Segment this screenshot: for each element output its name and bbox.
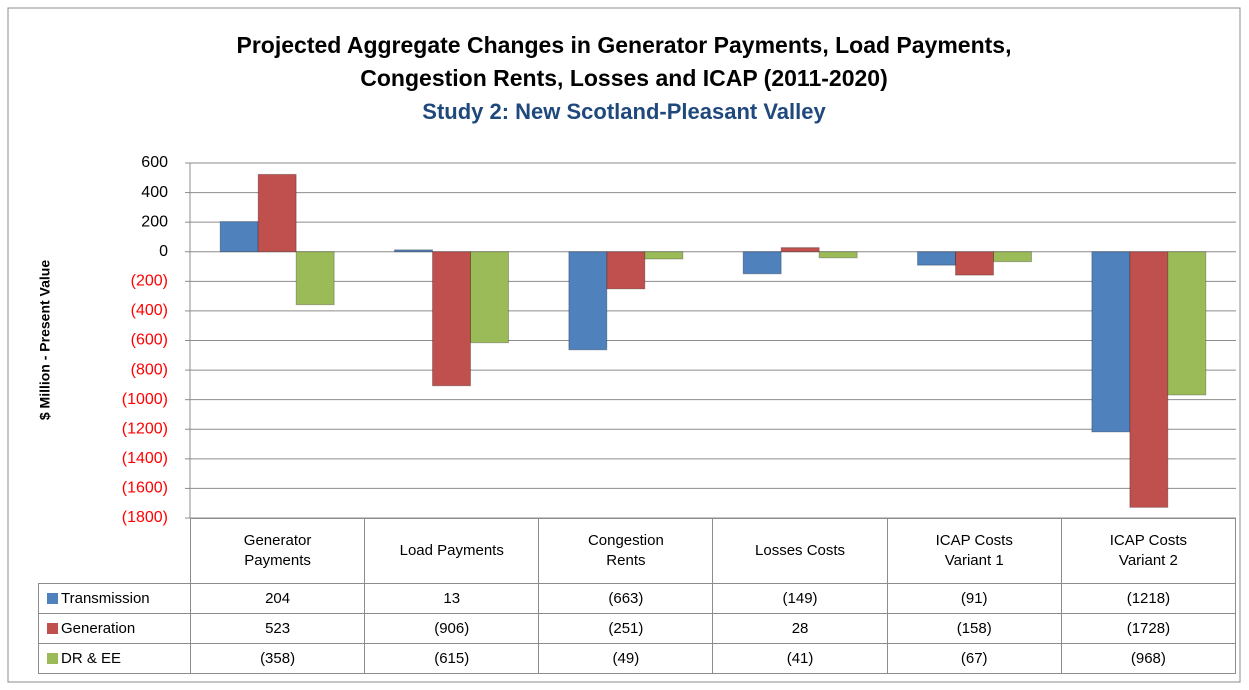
legend-swatch [47,593,58,604]
legend-entry: Transmission [38,583,191,614]
data-label: (41) [712,643,888,674]
data-label: (615) [364,643,540,674]
bar [742,251,782,275]
bar [295,251,335,306]
bar [1167,251,1207,396]
data-label: (158) [886,613,1062,644]
y-tick-label: (200) [131,273,168,290]
data-label: 204 [189,583,366,614]
x-tick-label: ICAP Costs Variant 2 [1060,518,1237,584]
legend-label: Transmission [61,590,150,607]
y-tick-label: (1400) [122,450,168,467]
header-row: Generator Payments Load Payments Congestio… [38,518,1237,584]
chart-title: Congestion Rents, Losses and ICAP (2011-… [360,65,887,91]
bar [470,251,509,344]
bar [606,251,646,290]
x-tick-label: Generator Payments [189,518,366,584]
bar [219,221,259,253]
legend-label: Generation [61,620,136,637]
bar [993,251,1032,263]
data-label: (49) [538,643,714,674]
series-row: DR & EE (358) (615) (49) (41) (67) (968) [38,643,1237,674]
blank-cell [38,518,191,584]
bar [1091,251,1131,433]
bar [257,173,297,253]
bar [1129,251,1169,508]
series-row: Transmission 204 13 (663) (149) (91) (1218) [38,583,1237,614]
bar [432,251,471,387]
data-label: (91) [886,583,1062,614]
bar [394,249,433,253]
data-label: (1728) [1060,613,1237,644]
data-label: (251) [538,613,714,644]
y-tick-label: (600) [131,332,168,349]
data-label: 13 [364,583,540,614]
data-label: (968) [1060,643,1237,674]
x-tick-label: Load Payments [364,518,540,584]
legend-entry: Generation [38,613,191,644]
y-tick-label: 0 [159,243,168,260]
bar [818,251,858,259]
y-tick-label: (1000) [122,391,168,408]
chart-subtitle: Study 2: New Scotland-Pleasant Valley [422,99,826,124]
y-axis-label: $ Million - Present Value [37,260,53,420]
data-label: 28 [712,613,888,644]
y-tick-label: (800) [131,361,168,378]
data-label: (358) [189,643,366,674]
bar [568,251,608,351]
y-tick-label: 200 [141,213,168,230]
bar [644,251,684,260]
legend-swatch [47,653,58,664]
data-label: (149) [712,583,888,614]
data-label: (663) [538,583,714,614]
data-label: (906) [364,613,540,644]
chart-border [7,7,1241,683]
legend-swatch [47,623,58,634]
x-tick-label: ICAP Costs Variant 1 [886,518,1062,584]
y-tick-label: 400 [141,184,168,201]
series-row: Generation 523 (906) (251) 28 (158) (1728) [38,613,1237,644]
bar [917,251,956,266]
y-tick-label: (1600) [122,480,168,497]
chart-title: Projected Aggregate Changes in Generator… [237,32,1012,58]
data-label: (67) [886,643,1062,674]
y-tick-label: (1200) [122,420,168,437]
data-label: (1218) [1060,583,1237,614]
y-tick-label: (400) [131,302,168,319]
legend-entry: DR & EE [38,643,191,674]
bar [955,251,994,276]
x-tick-label: Congestion Rents [538,518,714,584]
data-label: 523 [189,613,366,644]
data-table: Generator Payments Load Payments Congestio… [38,518,1237,674]
legend-label: DR & EE [61,650,122,667]
bar [780,247,820,253]
y-tick-label: 600 [141,154,168,171]
x-tick-label: Losses Costs [712,518,888,584]
